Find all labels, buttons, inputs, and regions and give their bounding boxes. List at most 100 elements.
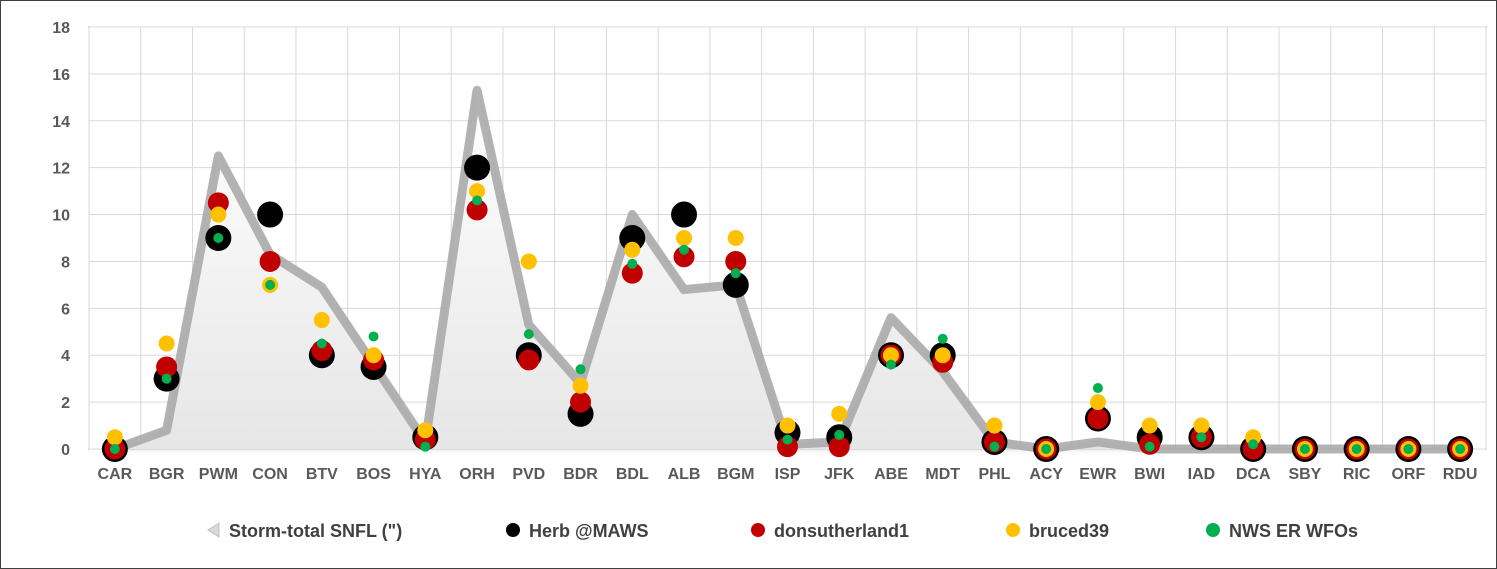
point-bgm [727,230,744,246]
point-mdt [934,347,951,364]
point-alb [679,244,690,255]
x-tick-label: DCA [1236,466,1271,483]
point-phl [986,417,1003,434]
point-bdr [570,391,592,413]
x-tick-label: EWR [1079,466,1117,483]
point-isp [777,436,798,458]
point-pvd [518,349,540,371]
point-orh [472,195,483,206]
y-tick-label: 14 [52,114,70,131]
point-ewr [1089,394,1106,411]
point-jfk [831,405,848,422]
x-tick-label: JFK [824,466,855,483]
y-tick-label: 10 [52,208,70,225]
x-tick-label: RIC [1343,466,1371,483]
legend-swatch [1006,523,1020,537]
x-tick-label: SBY [1288,466,1321,483]
series-3 [109,195,1466,454]
point-iad [1196,432,1207,443]
point-bdr [572,377,589,394]
legend-swatch [506,523,520,537]
point-bgm [725,250,747,272]
point-car [106,429,123,446]
point-pvd [523,329,534,340]
x-tick-label: ACY [1029,466,1063,483]
point-con [265,279,276,290]
point-isp [779,417,796,434]
legend-label: Herb @MAWS [529,521,649,541]
point-btv [311,340,333,362]
x-tick-label: IAD [1188,466,1216,483]
point-hya [420,441,431,452]
legend-swatch [207,522,220,538]
point-orh [469,183,486,200]
point-dca [1248,439,1259,450]
legend-item-0: Storm-total SNFL (") [207,521,402,541]
legend-swatch [1206,523,1220,537]
y-tick-label: 6 [61,301,70,318]
point-pwm [207,192,229,214]
point-jfk [834,429,845,440]
x-tick-label: CAR [98,466,133,483]
point-bdl [624,241,641,258]
point-jfk [828,436,850,458]
y-axis-ticks: 0 2 4 6 8 10 12 14 16 18 [52,20,70,459]
point-bdl [627,258,638,269]
point-pvd [520,253,537,270]
point-ewr [1087,408,1109,430]
point-bwi [1141,417,1158,434]
x-tick-label: HYA [409,466,442,483]
legend-item-1: Herb @MAWS [506,521,649,541]
point-alb [671,201,698,228]
x-tick-label: PVD [512,466,545,483]
y-tick-label: 18 [52,20,70,37]
point-pwm [213,233,224,243]
point-bdl [621,262,643,284]
point-car [109,444,120,454]
x-tick-label: ISP [775,466,801,483]
y-tick-label: 0 [61,442,70,459]
x-tick-label: BOS [356,466,391,483]
point-con [259,250,281,272]
x-tick-label: ALB [668,466,701,483]
y-tick-label: 12 [52,161,70,178]
x-tick-label: BGM [717,466,754,483]
point-bgr [156,356,178,378]
legend-label: Storm-total SNFL (") [229,521,402,541]
point-orh [466,199,488,221]
x-tick-label: PHL [978,466,1010,483]
x-tick-label: CON [252,466,288,483]
y-tick-label: 2 [61,395,70,412]
point-sby [1299,444,1310,454]
point-pwm [210,206,227,223]
legend-swatch [751,523,765,537]
point-ric [1351,444,1362,454]
y-tick-label: 4 [61,348,70,365]
point-ewr [1092,383,1103,394]
point-orh [464,154,491,181]
x-tick-label: BTV [306,466,338,483]
snowfall-area-fill [114,90,1461,450]
point-bgr [161,373,172,384]
point-btv [316,338,327,349]
y-tick-label: 8 [61,254,70,271]
point-bos [365,347,382,364]
legend-item-3: bruced39 [1006,521,1109,541]
point-isp [782,434,793,445]
legend: Storm-total SNFL (") Herb @MAWS donsutherl… [207,521,1358,541]
point-acy [1041,444,1052,454]
y-tick-label: 16 [52,67,70,84]
point-bdl [619,225,646,251]
x-tick-label: BDL [616,466,649,483]
legend-label: donsutherland1 [774,521,909,541]
x-tick-label: BGR [149,466,185,483]
point-bwi [1144,441,1155,452]
x-tick-label: BWI [1134,466,1165,483]
point-mdt [937,333,948,344]
point-rdu [1455,444,1466,454]
point-btv [313,312,330,329]
point-con [257,201,284,228]
point-dca [1245,429,1262,446]
point-phl [989,441,1000,452]
